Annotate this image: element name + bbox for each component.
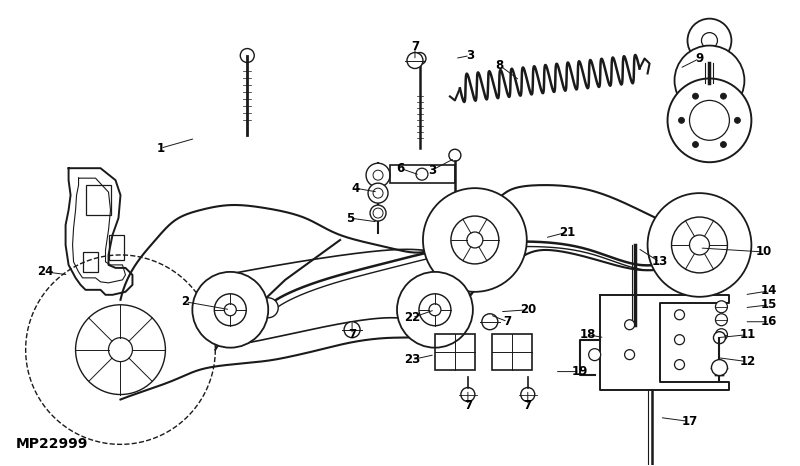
Circle shape [366,163,390,187]
Circle shape [715,301,727,313]
Text: 2: 2 [182,295,190,308]
Bar [82,252,98,272]
Text: 17: 17 [682,415,698,428]
Circle shape [625,350,634,360]
Circle shape [258,298,278,318]
Text: 21: 21 [559,226,576,239]
Circle shape [690,100,730,140]
Bar [86,185,110,215]
Circle shape [734,117,741,123]
Text: 9: 9 [695,52,704,65]
Circle shape [625,320,634,330]
Circle shape [714,332,726,343]
Circle shape [224,304,236,316]
Text: 13: 13 [651,255,668,268]
Circle shape [414,53,426,64]
Circle shape [419,294,451,326]
Text: 3: 3 [466,49,474,62]
Text: 5: 5 [346,212,354,225]
Circle shape [702,33,718,48]
Circle shape [109,338,133,362]
Circle shape [373,208,383,218]
Circle shape [721,93,726,99]
Circle shape [674,360,685,370]
Circle shape [397,272,473,348]
Text: 6: 6 [396,162,404,175]
Bar [109,235,125,260]
Circle shape [693,93,698,99]
Circle shape [674,335,685,345]
Circle shape [671,217,727,273]
Text: 10: 10 [755,246,771,259]
Circle shape [75,305,166,395]
Text: 3: 3 [428,164,436,177]
Text: 18: 18 [579,328,596,341]
Text: 14: 14 [761,284,778,297]
Circle shape [416,168,428,180]
Circle shape [192,272,268,348]
Text: MP22999: MP22999 [16,438,88,452]
Circle shape [240,48,254,62]
Circle shape [451,216,499,264]
Circle shape [667,78,751,162]
Text: 7: 7 [524,399,532,412]
Circle shape [674,310,685,320]
Circle shape [687,19,731,62]
Text: 8: 8 [496,59,504,72]
Text: 7: 7 [504,315,512,328]
Circle shape [461,388,475,402]
Circle shape [678,117,685,123]
Circle shape [690,235,710,255]
Text: 16: 16 [761,315,778,328]
Text: 23: 23 [404,353,420,366]
Circle shape [449,149,461,161]
Circle shape [521,388,534,402]
Circle shape [214,294,246,326]
Circle shape [674,46,745,116]
Text: 1: 1 [156,142,165,155]
Circle shape [344,322,360,338]
Text: 4: 4 [351,182,359,195]
Circle shape [711,360,727,376]
Circle shape [368,183,388,203]
Text: 12: 12 [739,355,755,368]
Text: 24: 24 [38,265,54,278]
Circle shape [429,304,441,316]
Text: 22: 22 [404,311,420,324]
Circle shape [407,53,423,69]
Circle shape [647,193,751,297]
Text: 15: 15 [761,298,778,311]
Text: 19: 19 [571,365,588,378]
Circle shape [715,329,727,341]
Circle shape [687,238,711,262]
Circle shape [721,142,726,148]
Circle shape [370,205,386,221]
Circle shape [373,170,383,180]
Circle shape [482,314,498,330]
Text: 11: 11 [739,328,755,341]
Circle shape [467,232,483,248]
Circle shape [715,314,727,326]
Circle shape [693,142,698,148]
Circle shape [423,188,526,292]
Bar [492,334,532,370]
Circle shape [373,188,383,198]
Text: 20: 20 [520,303,536,316]
Text: 7: 7 [464,399,472,412]
Text: 7: 7 [348,328,356,341]
Bar [435,334,475,370]
Text: 7: 7 [411,40,419,53]
Circle shape [589,349,601,361]
